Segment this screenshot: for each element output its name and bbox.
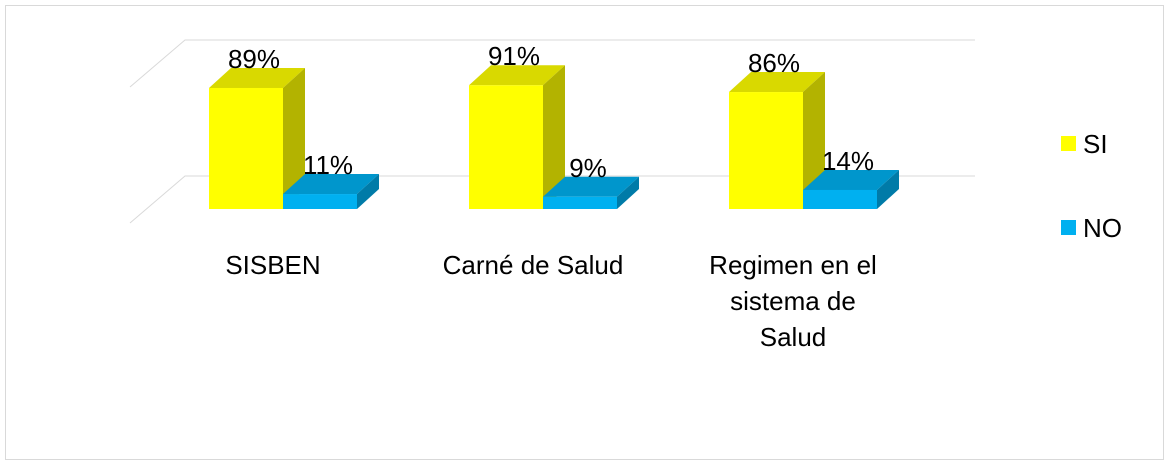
value-label: 11% (303, 150, 353, 180)
bar (729, 92, 803, 209)
bar-top (209, 67, 305, 88)
legend-label: SI (1083, 129, 1108, 159)
x-tick-label: Carné de Salud (442, 250, 624, 280)
bar (209, 87, 283, 209)
bar-side (617, 176, 639, 209)
bar-side (877, 169, 899, 209)
bar (283, 194, 357, 209)
bar-top (543, 176, 639, 197)
grid-line (129, 39, 975, 88)
chart-border (5, 5, 1164, 460)
grid-line (129, 175, 975, 224)
bar-top (729, 72, 825, 93)
bar-side (357, 174, 379, 209)
legend-swatch (1061, 136, 1076, 151)
bar (803, 189, 877, 209)
bar-top (803, 169, 899, 190)
value-label: 86% (748, 48, 800, 78)
bar (469, 85, 543, 209)
legend-label: NO (1083, 213, 1122, 243)
bar-side (803, 72, 825, 209)
value-label: 89% (228, 44, 280, 74)
value-label: 14% (822, 146, 874, 176)
bar (543, 196, 617, 209)
bar-top (469, 65, 565, 86)
value-label: 9% (569, 153, 607, 183)
legend-swatch (1061, 220, 1076, 235)
bar-top (283, 174, 379, 195)
bar-side (283, 67, 305, 210)
value-label: 91% (488, 41, 540, 71)
bar-side (543, 65, 565, 210)
x-tick-label: SISBEN (225, 250, 321, 280)
x-tick-label: Regimen en el sistema de Salud (709, 250, 877, 352)
